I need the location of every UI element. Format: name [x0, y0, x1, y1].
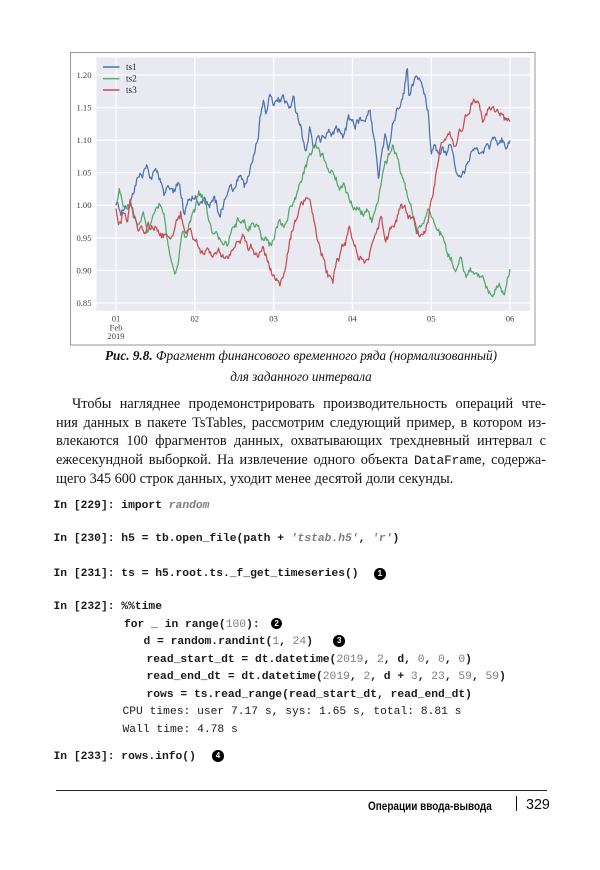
svg-text:ts1: ts1: [126, 62, 137, 72]
svg-text:03: 03: [269, 314, 278, 324]
svg-text:1.15: 1.15: [76, 103, 91, 113]
svg-text:2019: 2019: [107, 331, 124, 341]
svg-text:01: 01: [112, 314, 121, 324]
svg-text:1.05: 1.05: [76, 168, 91, 178]
svg-text:0.95: 0.95: [76, 233, 91, 243]
svg-text:0.90: 0.90: [76, 265, 91, 275]
svg-text:1.00: 1.00: [76, 200, 91, 210]
svg-text:02: 02: [191, 314, 200, 324]
svg-text:ts3: ts3: [126, 85, 137, 95]
svg-text:04: 04: [348, 314, 357, 324]
svg-text:Feb: Feb: [110, 323, 123, 333]
svg-text:ts2: ts2: [126, 74, 137, 84]
svg-text:0.85: 0.85: [76, 298, 91, 308]
svg-text:1.10: 1.10: [76, 135, 91, 145]
svg-text:1.20: 1.20: [76, 70, 91, 80]
svg-text:05: 05: [427, 314, 436, 324]
svg-text:06: 06: [506, 314, 515, 324]
